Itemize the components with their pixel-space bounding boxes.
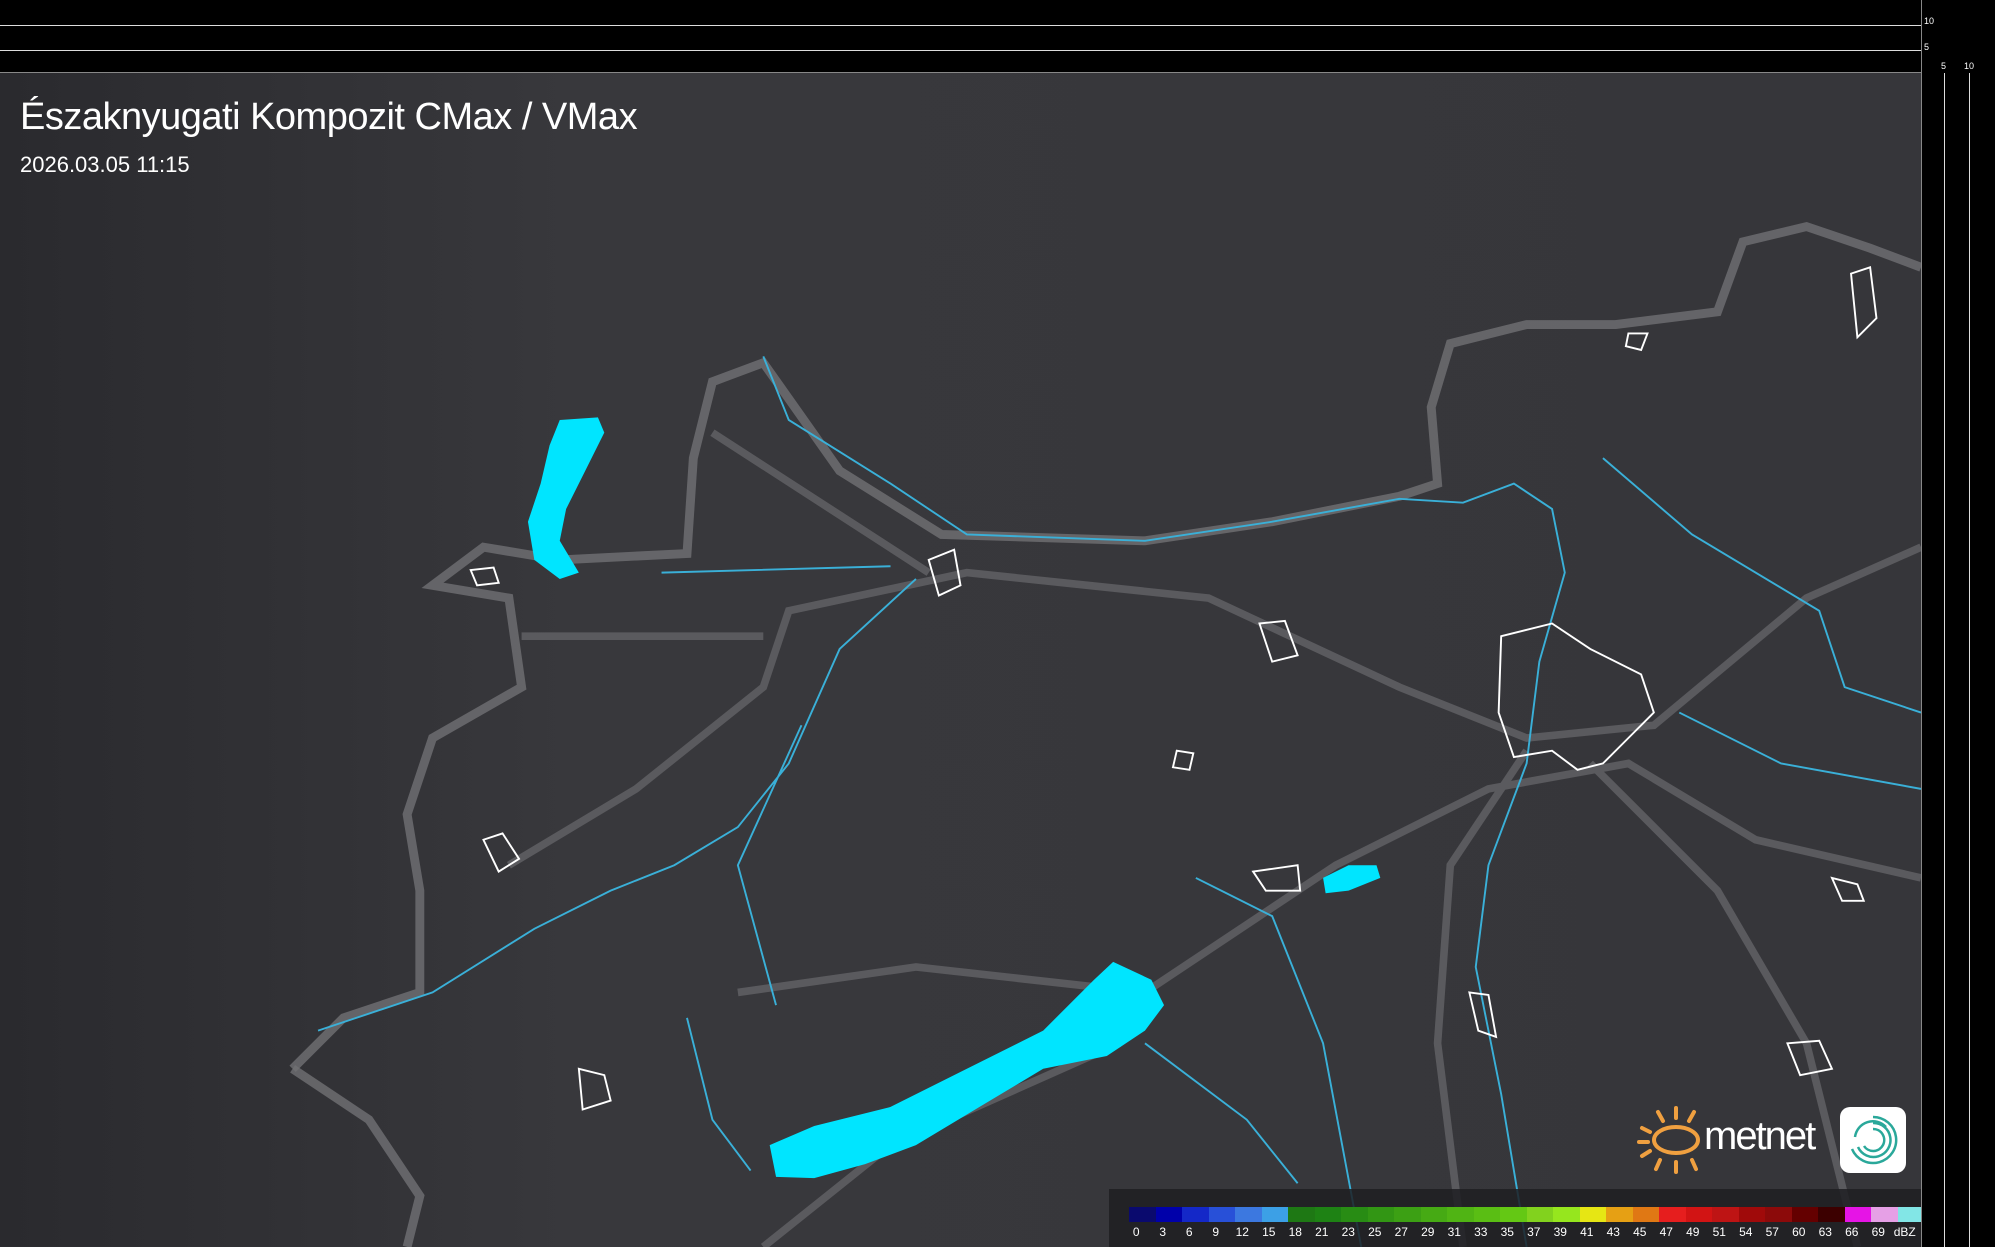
river [317,355,1921,1247]
legend-swatch [1500,1207,1527,1222]
scale-tick-label: 10 [1924,16,1935,26]
legend-label: 54 [1739,1225,1753,1239]
scale-line [0,25,1921,26]
legend-swatch [1738,1207,1765,1222]
legend-color-bar [1129,1207,1921,1222]
map-title: Északnyugati Kompozit CMax / VMax [20,96,638,138]
legend-swatch [1871,1207,1898,1222]
legend-swatch [1341,1207,1368,1222]
radar-map[interactable]: Északnyugati Kompozit CMax / VMax 2026.0… [0,73,1921,1247]
scale-line [1969,73,1970,1247]
scale-line [1921,0,1922,1247]
legend-swatch [1182,1207,1209,1222]
legend-label: 66 [1845,1225,1859,1239]
country-border [290,1065,425,1247]
legend-labels: 0 3 6 9 12 15 18 21 23 25 27 29 31 33 35 37 39 41 43 45 47 49… [1123,1225,1918,1239]
legend-swatch [1712,1207,1739,1222]
top-scale-bar [0,0,1921,73]
legend-swatch [1129,1207,1156,1222]
legend-label: 41 [1580,1225,1594,1239]
scale-tick-label: 5 [1941,61,1947,71]
legend-label: 31 [1447,1225,1461,1239]
legend-label: 45 [1633,1225,1647,1239]
legend-label: 23 [1341,1225,1355,1239]
legend-swatch [1579,1207,1606,1222]
map-layer [0,73,1921,1247]
legend-label: 9 [1212,1225,1220,1239]
legend-swatch [1394,1207,1421,1222]
scale-line [0,72,1921,73]
scale-tick-label: 10 [1964,61,1975,71]
scale-line [0,50,1921,51]
legend-label: 0 [1132,1225,1140,1239]
legend-swatch [1420,1207,1447,1222]
settlement-outlines [469,266,1878,1111]
legend-label: 33 [1474,1225,1488,1239]
legend-label: 51 [1712,1225,1726,1239]
map-timestamp: 2026.03.05 11:15 [20,152,190,177]
scale-tick-label: 5 [1924,42,1930,52]
legend-swatch [1685,1207,1712,1222]
legend-label: 29 [1421,1225,1435,1239]
legend-label: 35 [1500,1225,1514,1239]
legend-swatch [1897,1207,1921,1222]
right-scale-panel: 10 5 5 10 [1921,0,1995,1247]
legend-label: 25 [1368,1225,1382,1239]
legend-swatch [1261,1207,1288,1222]
legend-swatch [1659,1207,1686,1222]
lake-velence [1323,865,1381,894]
legend-swatch [1288,1207,1315,1222]
legend-swatch [1526,1207,1553,1222]
sun-icon [1637,1106,1700,1174]
legend-swatch [1844,1207,1871,1222]
legend-swatch [1314,1207,1341,1222]
legend-label: 69 [1871,1225,1885,1239]
legend-label: 21 [1315,1225,1329,1239]
legend-label: 47 [1659,1225,1673,1239]
dbz-color-legend: 0 3 6 9 12 15 18 21 23 25 27 29 31 33 35 37 39 41 43 45 47 49… [1109,1189,1921,1247]
legend-label: 27 [1394,1225,1408,1239]
swirl-icon [1840,1107,1906,1173]
lake-balaton [769,961,1165,1179]
legend-swatch [1447,1207,1474,1222]
lake-neusiedl [527,417,605,579]
legend-label: 12 [1235,1225,1249,1239]
legend-unit: dBZ [1893,1225,1916,1239]
legend-label: 6 [1185,1225,1193,1239]
legend-swatch [1367,1207,1394,1222]
legend-swatch [1553,1207,1580,1222]
legend-swatch [1791,1207,1818,1222]
legend-label: 60 [1792,1225,1806,1239]
metnet-logo: metnet [1636,1104,1911,1176]
legend-swatch [1765,1207,1792,1222]
legend-label: 43 [1606,1225,1620,1239]
legend-label: 15 [1262,1225,1276,1239]
scale-line [1944,73,1945,1247]
logo-text: metnet [1704,1114,1816,1158]
country-border [289,221,1921,1072]
legend-swatch [1473,1207,1500,1222]
legend-swatch [1155,1207,1182,1222]
legend-label: 18 [1288,1225,1302,1239]
legend-label: 63 [1818,1225,1832,1239]
legend-label: 3 [1159,1225,1167,1239]
road [506,429,1921,1247]
legend-label: 49 [1686,1225,1700,1239]
legend-swatch [1606,1207,1633,1222]
legend-swatch [1235,1207,1262,1222]
legend-swatch [1818,1207,1845,1222]
legend-label: 57 [1765,1225,1779,1239]
legend-label: 39 [1553,1225,1567,1239]
terrain [0,73,1921,1247]
legend-swatch [1208,1207,1235,1222]
legend-label: 37 [1527,1225,1541,1239]
legend-swatch [1632,1207,1659,1222]
